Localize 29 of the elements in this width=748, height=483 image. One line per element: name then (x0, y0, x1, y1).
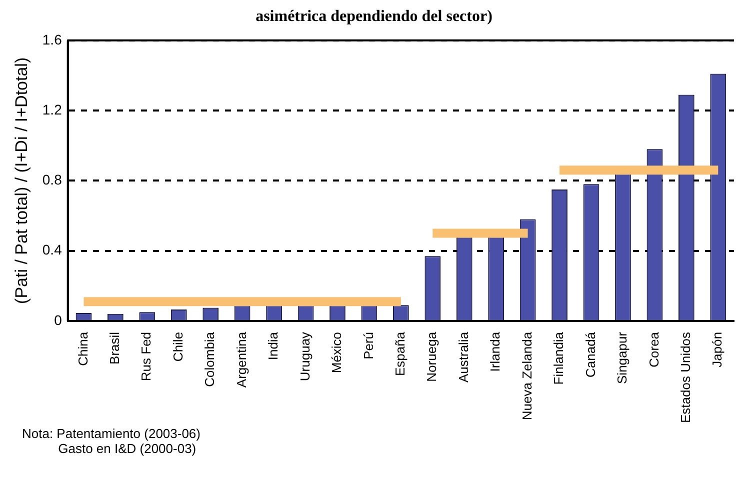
x-tick-label: Canadá (582, 331, 598, 378)
x-tick-label: Perú (360, 332, 376, 360)
x-tick-label: Rus Fed (138, 332, 154, 382)
x-tick-label: Japón (710, 332, 725, 368)
x-tick-label: Estados Unidos (678, 331, 693, 424)
x-tick-label: Brasil (107, 332, 122, 364)
x-tick-label: Australia (456, 331, 471, 383)
y-tick-label: 1.6 (42, 31, 62, 48)
chart-title: asimétrica dependiendo del sector) (254, 8, 494, 26)
x-tick-label: España (392, 331, 408, 376)
y-axis-title: (Pati / Pat total) / (I+Di / I+Dtotal) (12, 57, 31, 304)
y-tick-label: 0.4 (42, 242, 62, 258)
x-tick-label: India (266, 331, 281, 360)
x-tick-label: Chile (170, 332, 186, 362)
x-tick-label: Noruega (424, 331, 440, 382)
text: Nota: Patentamiento (2003-06) Gasto en I&D (2000-03) (22, 426, 202, 456)
y-tick-label: 1.2 (42, 101, 62, 118)
x-tick-label: Finlandia (551, 331, 566, 385)
x-tick-label: Irlanda (488, 331, 503, 372)
x-tick-label: China (75, 331, 90, 366)
x-tick-label: Colombia (202, 331, 218, 387)
x-tick-label: Nueva Zelanda (519, 331, 534, 420)
y-tick-label: 0 (54, 312, 62, 328)
y-tick-label: 0.8 (42, 172, 62, 188)
x-tick-label: Singapur (614, 331, 630, 384)
x-tick-label: México (329, 332, 344, 374)
x-tick-label: Corea (646, 331, 662, 368)
x-tick-label: Argentina (234, 331, 249, 388)
x-tick-label: Uruguay (297, 331, 312, 382)
